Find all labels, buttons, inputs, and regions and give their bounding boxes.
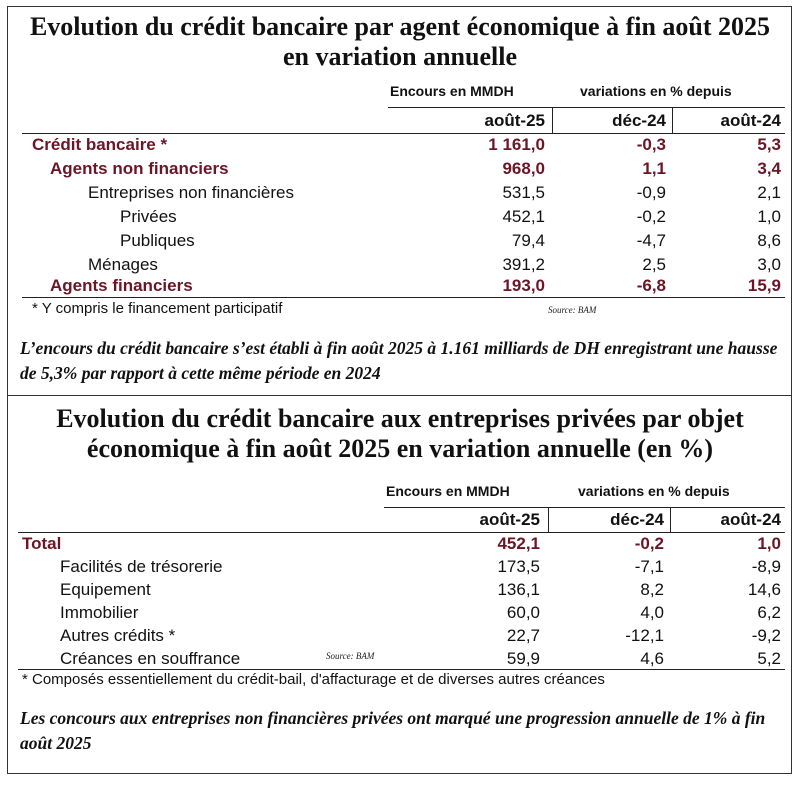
table2-cell-aout: -8,9 [751,557,781,576]
table1-cell-encours: 531,5 [502,183,545,202]
table1-col-sep-1 [552,108,553,134]
table2-col-sep-1 [548,508,549,533]
table1-cell-encours: 452,1 [502,207,545,226]
table2-col-aout: août-24 [720,510,781,529]
table1-cell-encours: 1 161,0 [488,135,545,154]
table1-cell-dec: -0,3 [636,135,666,154]
table2-row-label: Facilités de trésorerie [60,557,223,576]
table1-cell-aout: 8,6 [757,231,781,250]
table1-header-encours: Encours en MMDH [390,83,514,99]
table2-col-sep-2 [670,508,671,533]
page-frame [7,6,792,774]
table2-header-variations: variations en % depuis [578,483,730,499]
table2-row-label: Equipement [60,580,151,599]
table1-title: Evolution du crédit bancaire par agent é… [29,12,771,71]
table1-cell-aout: 15,9 [747,276,781,295]
table1-cell-encours: 193,0 [502,276,545,295]
table1-bottom-rule [22,297,785,298]
table1-cell-encours: 391,2 [502,255,545,274]
table1-col-sep-2 [672,108,673,134]
table1-commentary: L’encours du crédit bancaire s’est établ… [20,338,778,383]
table1-col-encours: août-25 [484,111,545,130]
table2-cell-encours: 59,9 [506,649,540,668]
table2-cell-encours: 452,1 [497,534,540,553]
table1-header-variations: variations en % depuis [580,83,732,99]
table2-footnote: * Composés essentiellement du crédit-bai… [22,671,605,688]
table2-cell-aout: 1,0 [757,534,781,553]
table2-top-rule [18,532,785,533]
table1-cell-dec: -0,2 [636,207,666,226]
table1-cell-dec: 2,5 [642,255,666,274]
table2-col-encours: août-25 [479,510,540,529]
table1-cell-encours: 79,4 [511,231,545,250]
table2-row-label: Autres crédits * [60,626,176,645]
table2-cell-aout: 14,6 [747,580,781,599]
table1-footnote: * Y compris le financement participatif [32,300,283,317]
table2-cell-aout: 6,2 [757,603,781,622]
table2-cell-aout: 5,2 [757,649,781,668]
table1-row-label: Publiques [120,231,195,250]
table2-commentary: Les concours aux entreprises non financi… [20,708,766,753]
table2-col-dec: déc-24 [610,510,664,529]
table1-cell-aout: 3,0 [757,255,781,274]
table1-cell-aout: 3,4 [757,159,781,178]
table2-cell-dec: 4,6 [640,649,664,668]
table2-title: Evolution du crédit bancaire aux entrepr… [56,404,744,463]
table1-cell-aout: 2,1 [757,183,781,202]
table2-row-label: Créances en souffrance [60,649,241,668]
table2-cell-dec: 4,0 [640,603,664,622]
table1-cell-aout: 5,3 [757,135,781,154]
table2-cell-encours: 136,1 [497,580,540,599]
table2-header-encours: Encours en MMDH [386,483,510,499]
table1-row-label: Entreprises non financières [88,183,295,202]
section-divider [7,395,792,396]
table1-cell-dec: 1,1 [642,159,666,178]
table2-cell-encours: 22,7 [506,626,540,645]
table2-cell-dec: -7,1 [634,557,664,576]
table2-bottom-rule [18,669,785,670]
table1-cell-dec: -4,7 [636,231,666,250]
table1-col-aout: août-24 [720,111,781,130]
table2-cell-encours: 60,0 [506,603,540,622]
table2-cell-dec: -12,1 [625,626,664,645]
table2-row-label: Total [22,534,62,553]
table1-row-label: Crédit bancaire * [32,135,168,154]
table1-col-dec: déc-24 [612,111,666,130]
table1-cell-aout: 1,0 [757,207,781,226]
table1-top-rule [22,133,785,134]
table2-source: Source: BAM [326,651,375,661]
table2-cell-aout: -9,2 [751,626,781,645]
table1-source: Source: BAM [548,305,597,315]
table1-cell-dec: -0,9 [636,183,666,202]
table2-row-label: Immobilier [60,603,139,622]
table1-row-label: Privées [120,207,177,226]
table2-cell-encours: 173,5 [497,557,540,576]
table2-header-rule [384,507,785,508]
table2-cell-dec: 8,2 [640,580,664,599]
table2-cell-dec: -0,2 [634,534,664,553]
table1-row-label: Agents non financiers [50,159,229,178]
table1-header-rule [388,107,785,108]
table1-row-label: Ménages [88,255,158,274]
table1-cell-dec: -6,8 [636,276,666,295]
table1-row-label: Agents financiers [50,276,193,295]
table1-cell-encours: 968,0 [502,159,545,178]
